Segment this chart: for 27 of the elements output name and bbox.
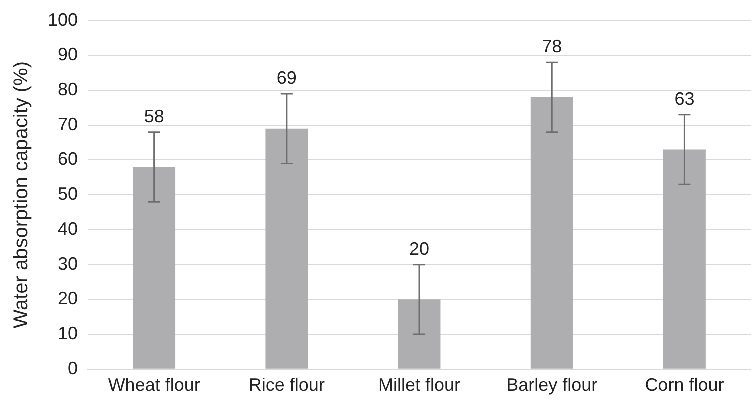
bar <box>663 150 706 369</box>
x-tick-label: Millet flour <box>378 375 461 396</box>
data-label: 63 <box>674 88 695 109</box>
y-tick-label: 50 <box>58 184 78 204</box>
y-tick-label: 90 <box>58 44 78 65</box>
data-label: 78 <box>542 36 562 57</box>
data-label: 20 <box>410 238 430 259</box>
y-tick-label: 80 <box>58 79 78 100</box>
y-tick-label: 70 <box>58 114 78 134</box>
data-label: 69 <box>276 68 297 88</box>
y-tick-label: 20 <box>58 288 78 309</box>
y-tick-label: 40 <box>58 218 78 239</box>
x-tick-label: Corn flour <box>645 375 724 396</box>
y-tick-label: 0 <box>68 358 78 378</box>
x-tick-label: Rice flour <box>248 375 325 396</box>
bar <box>530 97 574 369</box>
bar <box>133 167 176 369</box>
y-tick-label: 100 <box>48 10 78 30</box>
y-tick-label: 30 <box>58 254 78 274</box>
y-tick-label: 60 <box>58 149 78 170</box>
bar <box>398 300 441 369</box>
y-tick-label: 10 <box>58 324 78 344</box>
bar <box>266 128 308 369</box>
y-axis-title: Water absorption capacity (%) <box>10 62 33 329</box>
x-tick-label: Wheat flour <box>108 375 200 396</box>
data-label: 58 <box>144 106 164 126</box>
x-tick-label: Barley flour <box>506 375 598 396</box>
